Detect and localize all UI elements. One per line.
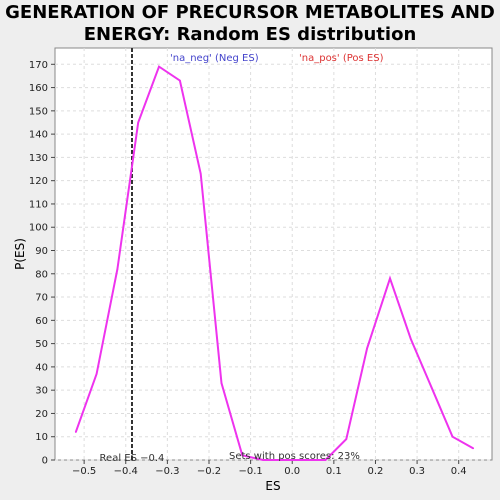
y-tick-label: 80	[35, 269, 48, 280]
y-tick-label: 0	[42, 456, 48, 467]
x-axis-ticks: −0.5 −0.4 −0.3 −0.2 −0.1 0.0 0.1 0.2 0.3 0.4	[72, 460, 467, 477]
chart-title: GENERATION OF PRECURSOR METABOLITES AND …	[0, 2, 500, 46]
data-point	[199, 172, 202, 175]
legend-neg: 'na_neg' (Neg ES)	[170, 53, 259, 64]
x-tick-label: 0.2	[368, 466, 384, 477]
chart-title-line-2: ENERGY: Random ES distribution	[83, 24, 417, 45]
y-tick-label: 100	[29, 223, 48, 234]
series-line	[74, 65, 474, 461]
data-point	[366, 347, 368, 350]
x-tick-label: 0.0	[284, 466, 300, 477]
y-tick-label: 20	[35, 409, 48, 420]
y-axis-title: P(ES)	[13, 238, 27, 270]
x-axis-title: ES	[265, 479, 280, 493]
data-point	[410, 338, 412, 340]
series-points	[75, 65, 475, 461]
data-point	[179, 79, 181, 82]
y-tick-label: 120	[29, 176, 48, 187]
data-point	[75, 431, 77, 433]
legend-pos: 'na_pos' (Pos ES)	[299, 53, 384, 64]
data-point	[451, 435, 454, 438]
x-tick-label: 0.3	[409, 466, 425, 477]
y-tick-label: 160	[29, 83, 48, 94]
y-tick-label: 150	[29, 106, 48, 117]
data-point	[95, 373, 98, 375]
x-tick-label: 0.1	[326, 466, 342, 477]
data-point	[262, 459, 264, 461]
y-tick-label: 140	[29, 130, 48, 141]
data-point	[137, 121, 140, 124]
y-tick-label: 10	[35, 432, 48, 443]
y-tick-label: 130	[29, 153, 48, 164]
data-point	[472, 447, 475, 450]
x-tick-label: 0.4	[451, 466, 467, 477]
data-point	[116, 268, 119, 270]
y-tick-label: 170	[29, 60, 48, 71]
data-point	[241, 454, 244, 457]
chart-title-line-1: GENERATION OF PRECURSOR METABOLITES AND	[5, 2, 495, 23]
y-tick-label: 90	[35, 246, 48, 257]
y-tick-label: 110	[29, 199, 48, 210]
x-tick-label: −0.2	[197, 466, 221, 477]
x-tick-label: −0.5	[72, 466, 96, 477]
y-tick-label: 30	[35, 386, 48, 397]
data-point	[345, 438, 348, 440]
pos-scores-annotation: Sets with pos scores: 23%	[229, 451, 360, 462]
real-es-label: Real ES −0.4	[100, 453, 165, 464]
data-point	[220, 382, 223, 384]
data-point	[158, 65, 160, 68]
data-point	[389, 277, 391, 280]
x-tick-label: −0.3	[155, 466, 179, 477]
y-tick-label: 60	[35, 316, 48, 327]
data-point	[324, 459, 327, 461]
plot-background	[54, 47, 493, 461]
y-tick-label: 50	[35, 339, 48, 350]
x-tick-label: −0.4	[114, 466, 138, 477]
data-point	[430, 387, 433, 389]
y-tick-label: 40	[35, 362, 48, 373]
data-point	[303, 459, 306, 461]
y-tick-label: 70	[35, 293, 48, 304]
y-axis-ticks: 0 10 20 30 40 50 60 70 80 90 100 110 120 130 140 150 160…	[29, 60, 55, 467]
x-tick-label: −0.1	[238, 466, 262, 477]
data-point	[283, 459, 285, 461]
